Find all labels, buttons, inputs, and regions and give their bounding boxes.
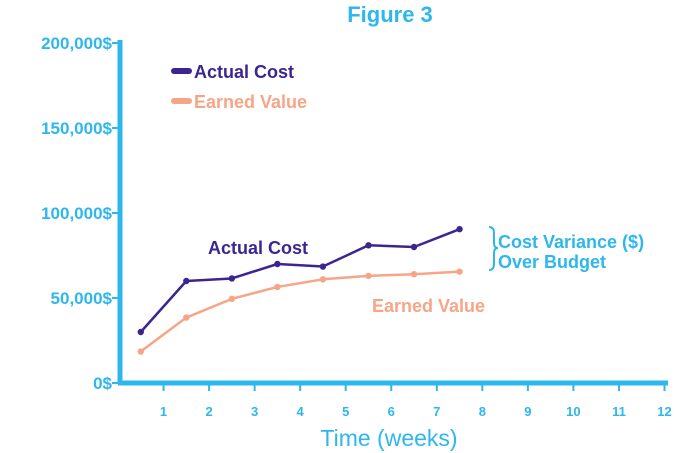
x-tick-label: 1 xyxy=(160,404,167,419)
series-line-earned-value xyxy=(140,270,460,353)
data-point-actual-cost xyxy=(183,277,190,285)
y-tick-label: 200,000$ xyxy=(41,34,112,53)
legend-label-actual-cost: Actual Cost xyxy=(194,62,294,82)
x-tick-label: 12 xyxy=(657,404,671,419)
series-actual-cost xyxy=(137,225,463,336)
x-tick-label: 5 xyxy=(342,404,349,419)
data-point-earned-value xyxy=(365,272,372,280)
data-point-actual-cost xyxy=(137,328,144,336)
data-point-actual-cost xyxy=(410,243,418,251)
legend: Actual Cost Earned Value xyxy=(171,62,307,112)
annotation-earned-value: Earned Value xyxy=(372,296,485,316)
data-point-earned-value xyxy=(319,276,327,283)
data-point-actual-cost xyxy=(274,260,281,268)
series-earned-value xyxy=(137,268,463,355)
annotation-actual-cost: Actual Cost xyxy=(208,238,308,258)
x-tick-label: 2 xyxy=(205,404,212,419)
legend-label-earned-value: Earned Value xyxy=(194,92,307,112)
y-tick-label: 50,000$ xyxy=(51,289,113,308)
x-tick-label: 8 xyxy=(479,404,486,419)
x-tick-label: 6 xyxy=(388,404,395,419)
y-tick-label: 0$ xyxy=(93,374,112,393)
x-tick-label: 9 xyxy=(524,404,531,419)
data-point-earned-value xyxy=(274,283,281,291)
x-tick-label: 7 xyxy=(433,404,440,419)
data-point-actual-cost xyxy=(319,263,327,270)
data-point-earned-value xyxy=(183,314,190,321)
annotation-variance-line1: Cost Variance ($) xyxy=(498,232,644,252)
x-tick-label: 3 xyxy=(251,404,258,419)
series-layer xyxy=(137,225,463,355)
y-tick-label: 100,000$ xyxy=(41,204,112,223)
x-tick-label: 10 xyxy=(566,404,580,419)
series-line-actual-cost xyxy=(139,227,461,333)
x-tick-label: 4 xyxy=(297,404,305,419)
y-tick-label: 150,000$ xyxy=(41,119,112,138)
data-point-earned-value xyxy=(410,271,418,278)
chart-title: Figure 3 xyxy=(347,2,433,27)
data-point-earned-value xyxy=(228,295,236,303)
y-axis-ticks: 0$ 50,000$ 100,000$ 150,000$ 200,000$ xyxy=(41,34,120,393)
data-point-earned-value xyxy=(456,268,463,275)
data-point-actual-cost xyxy=(456,225,463,233)
x-tick-label: 11 xyxy=(612,404,626,419)
x-axis-label: Time (weeks) xyxy=(320,425,457,451)
variance-brace xyxy=(488,226,499,271)
annotation-variance-line2: Over Budget xyxy=(498,252,606,272)
data-point-actual-cost xyxy=(228,275,236,282)
data-point-earned-value xyxy=(137,348,144,355)
x-axis-ticks: 1 2 3 4 5 6 7 8 9 10 11 12 xyxy=(160,383,672,419)
data-point-actual-cost xyxy=(365,242,372,249)
